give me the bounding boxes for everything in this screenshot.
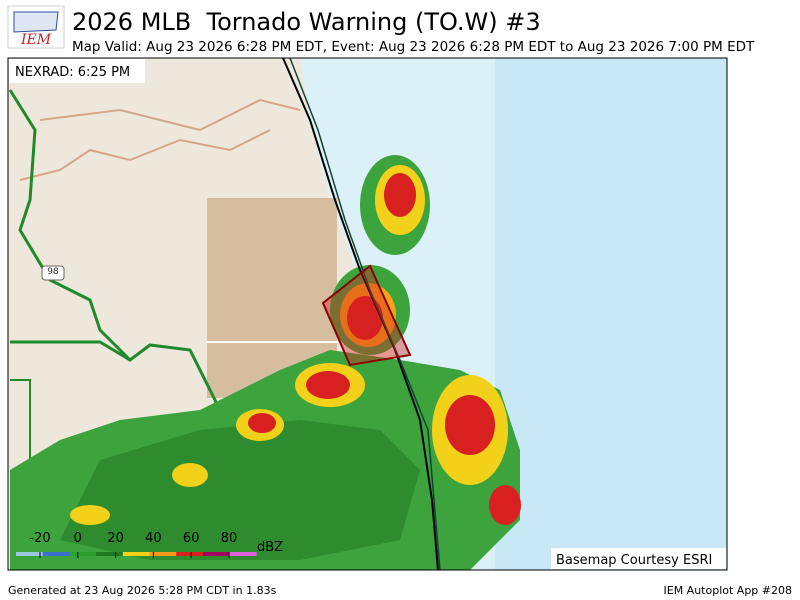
colorbar-swatch bbox=[149, 552, 177, 556]
warning-polygon bbox=[321, 264, 412, 367]
footer-left: Generated at 23 Aug 2026 5:28 PM CDT in … bbox=[8, 584, 277, 597]
colorbar-tick-label: 0 bbox=[74, 531, 82, 546]
logo-text: IEM bbox=[20, 32, 52, 48]
logo: IEM bbox=[7, 5, 65, 49]
footer-right: IEM Autoplot App #208 bbox=[664, 584, 793, 597]
colorbar-swatch bbox=[69, 552, 97, 556]
colorbar-tick-label: 60 bbox=[183, 531, 200, 546]
subtitle: Map Valid: Aug 23 2026 6:28 PM EDT, Even… bbox=[72, 39, 755, 55]
colorbar: dBZ -20 0 20 40 60 80 bbox=[16, 531, 283, 558]
colorbar-tick-label: 80 bbox=[221, 531, 238, 546]
colorbar-swatch bbox=[16, 552, 43, 556]
colorbar-tick-label: 20 bbox=[107, 531, 124, 546]
road-label: 98 bbox=[47, 267, 59, 277]
colorbar-swatch bbox=[122, 552, 150, 556]
colorbar-swatch bbox=[229, 552, 257, 556]
basemap-credit: Basemap Courtesy ESRI bbox=[556, 553, 712, 568]
colorbar-tick-label: -20 bbox=[29, 531, 50, 546]
title: 2026 MLB Tornado Warning (TO.W) #3 bbox=[72, 8, 541, 36]
radar-label: NEXRAD: 6:25 PM bbox=[15, 65, 130, 80]
map: 98 bbox=[7, 57, 728, 571]
colorbar-swatch bbox=[96, 552, 124, 556]
colorbar-unit: dBZ bbox=[257, 540, 283, 555]
colorbar-swatch bbox=[42, 552, 70, 556]
colorbar-swatch bbox=[202, 552, 230, 556]
colorbar-swatch bbox=[176, 552, 204, 556]
colorbar-tick-label: 40 bbox=[145, 531, 162, 546]
radar-echoes bbox=[10, 155, 521, 570]
